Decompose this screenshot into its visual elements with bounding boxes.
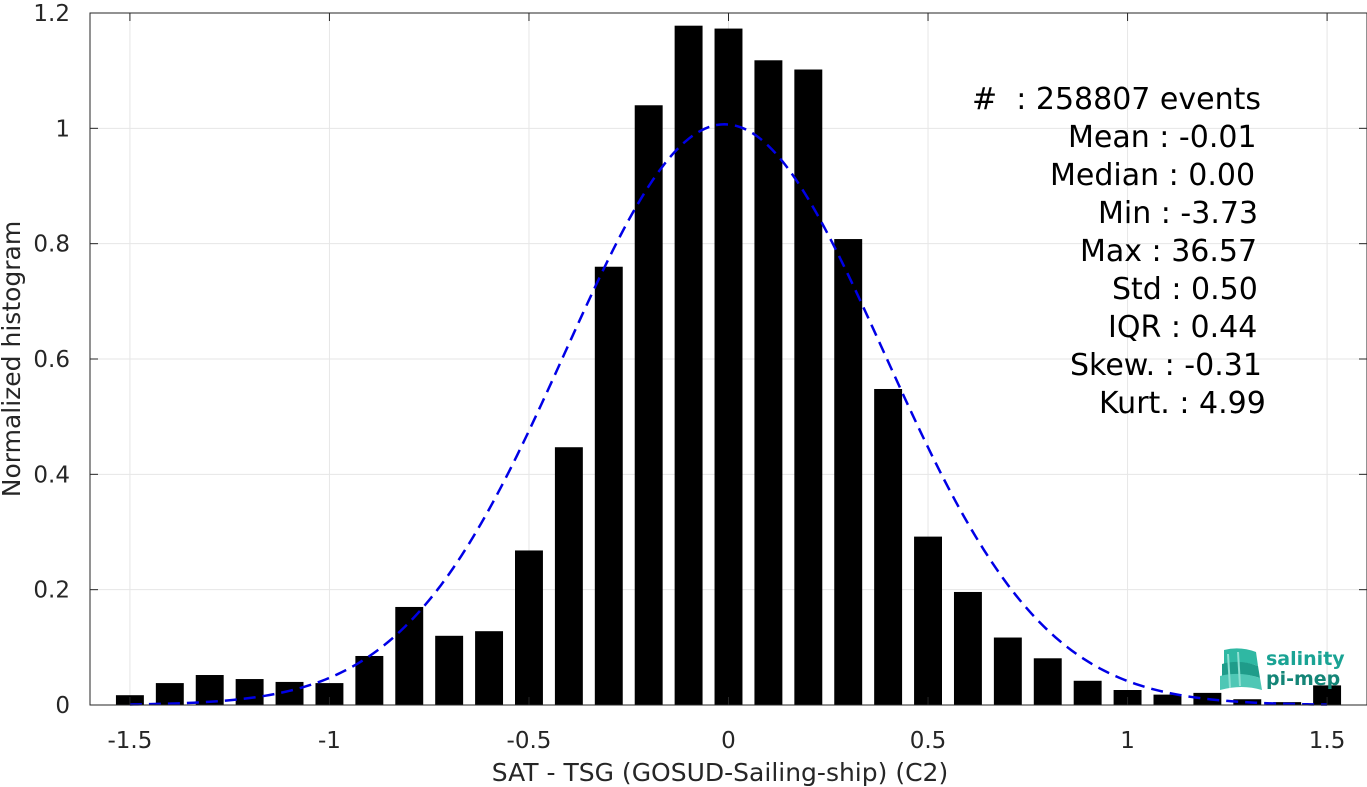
histogram-bar bbox=[395, 606, 424, 705]
histogram-bar bbox=[275, 681, 304, 705]
histogram-bar bbox=[1153, 694, 1182, 705]
stat-skew: Skew. : -0.31 bbox=[1070, 348, 1262, 383]
histogram-bar bbox=[475, 631, 504, 705]
histogram-bar bbox=[714, 28, 743, 705]
histogram-bar bbox=[1313, 685, 1342, 705]
stat-max: Max : 36.57 bbox=[1080, 234, 1258, 269]
histogram-bar bbox=[515, 550, 543, 705]
waves-logo-icon bbox=[1220, 648, 1262, 690]
histogram-bar bbox=[674, 25, 703, 706]
histogram-bar bbox=[315, 683, 344, 705]
histogram-bar bbox=[355, 655, 384, 705]
x-tick-label: -0.5 bbox=[507, 728, 552, 754]
histogram-bar bbox=[794, 69, 823, 706]
y-tick-label: 1.2 bbox=[33, 1, 70, 27]
stat-median: Median : 0.00 bbox=[1050, 158, 1256, 193]
y-tick-label: 0.6 bbox=[33, 347, 70, 373]
histogram-bar bbox=[594, 266, 623, 705]
histogram-bar bbox=[834, 239, 863, 705]
x-tick-label: 0.5 bbox=[910, 728, 947, 754]
logo-text-line1: salinity bbox=[1266, 648, 1345, 670]
histogram-bar bbox=[634, 105, 663, 706]
histogram-bar bbox=[554, 447, 583, 705]
x-axis-label: SAT - TSG (GOSUD-Sailing-ship) (C2) bbox=[492, 758, 948, 787]
axis-ticks bbox=[90, 12, 1367, 706]
y-axis-label: Normalized histogram bbox=[0, 221, 26, 497]
y-tick-label: 0 bbox=[55, 693, 70, 719]
histogram-bar bbox=[435, 635, 464, 705]
stat-events: # : 258807 events bbox=[972, 82, 1261, 117]
histogram-bar bbox=[1073, 680, 1102, 705]
histogram-bar bbox=[914, 536, 942, 705]
x-tick-labels: -1.5 -1 -0.5 0 0.5 1 1.5 bbox=[107, 728, 1345, 754]
stat-mean: Mean : -0.01 bbox=[1068, 120, 1257, 155]
histogram-bar bbox=[993, 637, 1022, 705]
stat-iqr: IQR : 0.44 bbox=[1108, 310, 1258, 345]
histogram-bar bbox=[235, 679, 264, 705]
x-tick-label: -1.5 bbox=[107, 728, 152, 754]
stat-kurt: Kurt. : 4.99 bbox=[1099, 386, 1266, 421]
y-tick-labels: 0 0.2 0.4 0.6 0.8 1 1.2 bbox=[33, 1, 70, 719]
y-tick-label: 1 bbox=[55, 116, 70, 142]
x-tick-label: 0 bbox=[721, 728, 736, 754]
x-tick-label: -1 bbox=[318, 728, 341, 754]
y-tick-label: 0.4 bbox=[33, 462, 70, 488]
stat-std: Std : 0.50 bbox=[1112, 272, 1258, 307]
histogram-bar bbox=[155, 683, 184, 705]
histogram-bar bbox=[754, 60, 783, 705]
y-tick-label: 0.2 bbox=[33, 578, 70, 604]
logo-text-line2: pi-mep bbox=[1266, 668, 1341, 690]
salinity-pi-mep-logo: salinity pi-mep bbox=[1218, 646, 1348, 694]
histogram-bar bbox=[195, 675, 224, 705]
histogram-bar bbox=[953, 591, 982, 705]
stat-min: Min : -3.73 bbox=[1098, 196, 1259, 231]
y-tick-label: 0.8 bbox=[33, 232, 70, 258]
histogram-bar bbox=[874, 388, 903, 705]
x-tick-label: 1 bbox=[1120, 728, 1135, 754]
histogram-bar bbox=[1033, 658, 1062, 705]
x-tick-label: 1.5 bbox=[1309, 728, 1346, 754]
